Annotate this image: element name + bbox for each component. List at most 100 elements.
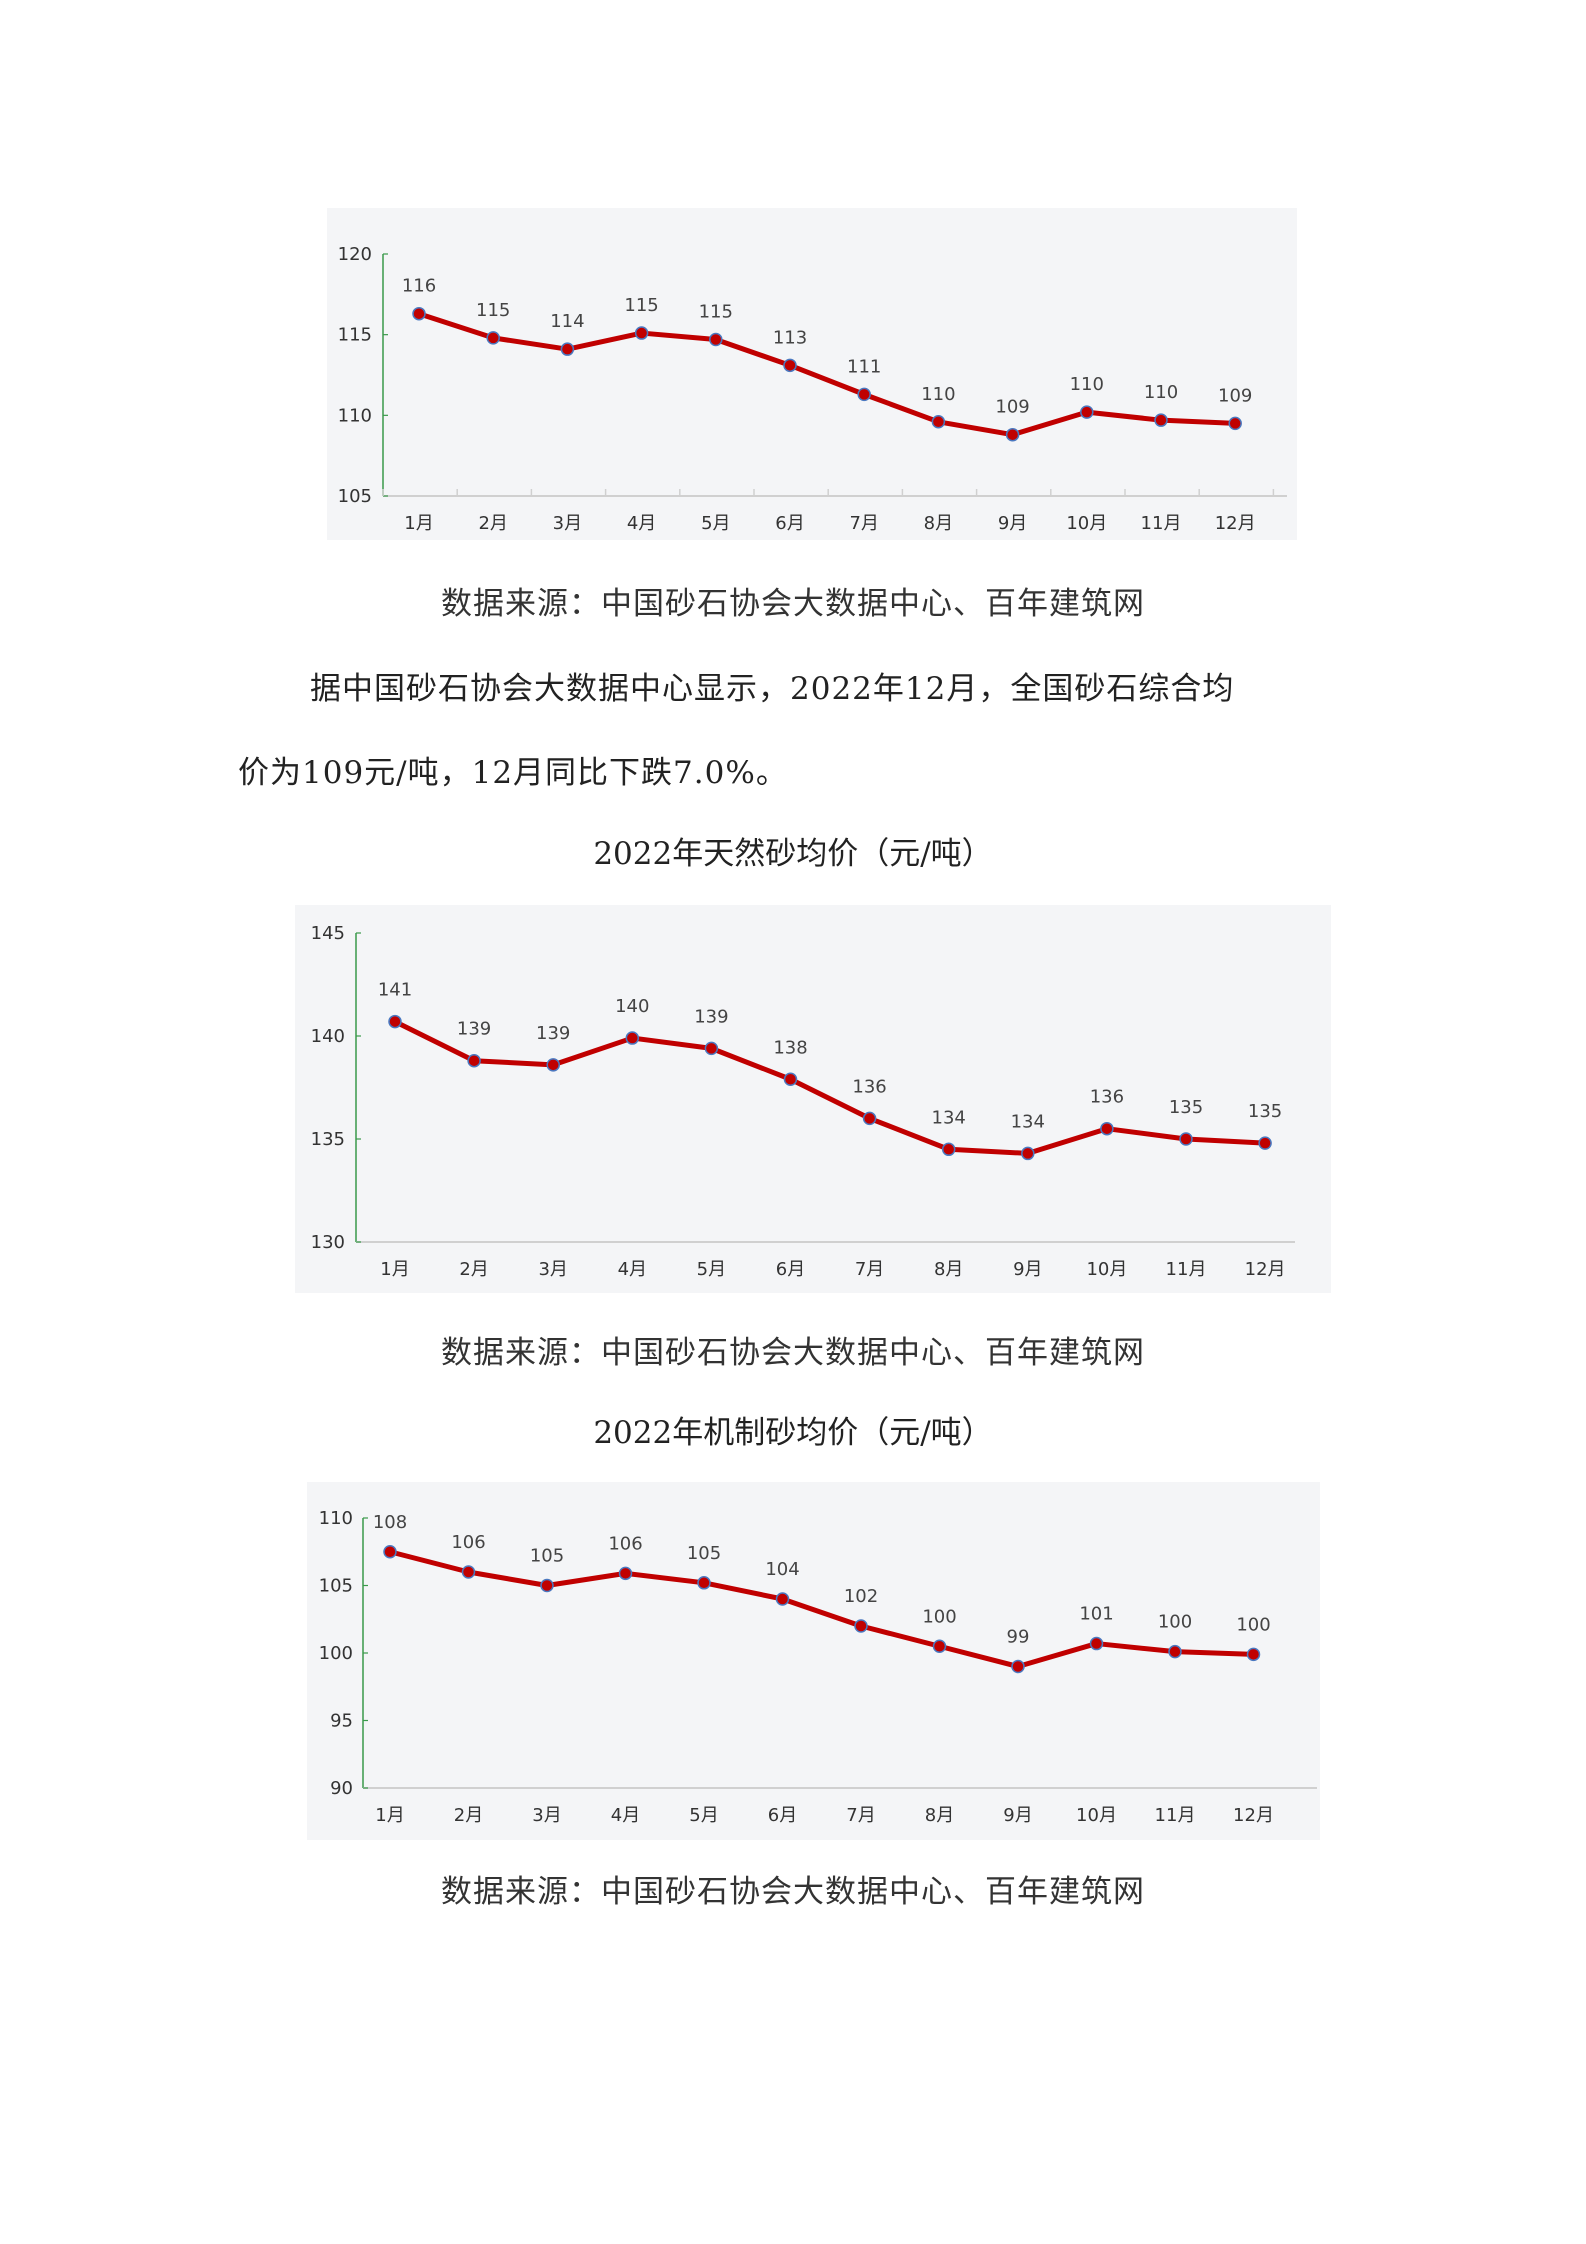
y-tick-label: 135: [311, 1129, 345, 1150]
data-point: [1089, 1636, 1104, 1651]
data-label: 115: [699, 302, 733, 323]
x-tick-label: 5月: [689, 1805, 718, 1826]
x-tick-label: 6月: [775, 513, 804, 534]
y-tick-label: 90: [330, 1778, 353, 1799]
data-point: [1080, 405, 1094, 419]
data-label: 109: [1218, 385, 1252, 406]
data-label: 139: [694, 1006, 728, 1027]
y-tick-label: 140: [311, 1026, 345, 1047]
data-point: [1179, 1132, 1193, 1146]
data-label: 134: [932, 1107, 966, 1128]
series-line: [389, 1549, 1254, 1669]
x-tick-label: 8月: [925, 1805, 954, 1826]
x-tick-label: 4月: [627, 513, 656, 534]
x-tick-label: 3月: [553, 513, 582, 534]
x-tick-label: 9月: [1003, 1805, 1032, 1826]
chart3-title: 2022年机制砂均价（元/吨）: [593, 1415, 993, 1451]
x-tick-label: 2月: [454, 1805, 483, 1826]
y-tick-label: 105: [338, 486, 372, 507]
data-point: [704, 1041, 719, 1056]
data-point: [540, 1578, 554, 1593]
x-tick-label: 2月: [478, 513, 507, 534]
data-label: 134: [1011, 1111, 1045, 1132]
data-label: 106: [451, 1532, 485, 1553]
chart2-title: 2022年天然砂均价（元/吨）: [593, 836, 993, 872]
data-point: [412, 306, 426, 321]
data-point: [1246, 1647, 1261, 1662]
data-label: 116: [402, 276, 436, 297]
y-tick-label: 145: [311, 923, 345, 944]
data-point: [1005, 427, 1020, 442]
x-tick-label: 3月: [532, 1805, 561, 1826]
x-tick-label: 11月: [1166, 1259, 1207, 1280]
x-tick-label: 5月: [697, 1259, 726, 1280]
data-point: [697, 1576, 711, 1590]
x-tick-label: 12月: [1233, 1805, 1274, 1826]
data-point: [862, 1111, 877, 1126]
x-tick-label: 7月: [849, 513, 878, 534]
data-label: 136: [1090, 1087, 1124, 1108]
data-point: [775, 1592, 790, 1606]
data-point: [1011, 1659, 1025, 1674]
series-line: [393, 1019, 1266, 1156]
data-label: 140: [615, 996, 649, 1017]
data-label: 105: [530, 1546, 564, 1567]
data-label: 136: [852, 1076, 886, 1097]
data-label: 114: [550, 311, 584, 332]
x-tick-label: 11月: [1141, 513, 1182, 534]
x-tick-label: 9月: [1013, 1259, 1042, 1280]
chart-composite-price: 105 110 115 120 1月 2月 3月 4月 5月 6月 7月 8月 9月 10月 11月 12月 1…: [327, 208, 1297, 540]
x-tick-label: 2月: [459, 1259, 488, 1280]
data-label: 135: [1248, 1101, 1282, 1122]
data-point: [857, 387, 871, 402]
data-point: [388, 1014, 402, 1029]
data-label: 135: [1169, 1097, 1203, 1118]
data-label: 138: [773, 1037, 807, 1058]
data-label: 102: [844, 1586, 878, 1607]
data-point: [1168, 1644, 1182, 1659]
y-tick-label: 110: [338, 405, 372, 426]
y-tick-label: 120: [338, 244, 372, 265]
chart3-source: 数据来源：中国砂石协会大数据中心、百年建筑网: [441, 1874, 1145, 1910]
x-tick-label: 9月: [998, 513, 1027, 534]
data-label: 104: [765, 1559, 799, 1580]
x-tick-label: 10月: [1086, 1259, 1127, 1280]
data-point: [486, 331, 500, 345]
x-tick-label: 12月: [1215, 513, 1256, 534]
data-label: 141: [378, 980, 412, 1001]
chart-natural-sand-price: 130 135 140 145 1月 2月 3月 4月 5月 6月 7月 8月 9月 10月 11月 12月 1…: [295, 905, 1331, 1293]
data-label: 109: [995, 397, 1029, 418]
data-point: [467, 1053, 481, 1068]
data-label: 108: [373, 1512, 407, 1533]
data-label: 110: [921, 384, 955, 405]
data-point: [461, 1565, 476, 1579]
x-tick-label: 10月: [1076, 1805, 1117, 1826]
paragraph-line-2: 价为109元/吨，12月同比下跌7.0%。: [238, 755, 788, 791]
data-label: 113: [773, 327, 807, 348]
data-label: 111: [847, 356, 881, 377]
data-label: 115: [476, 300, 510, 321]
data-point: [1021, 1146, 1035, 1161]
data-label: 110: [1144, 382, 1178, 403]
data-label: 139: [457, 1019, 491, 1040]
x-tick-label: 11月: [1155, 1805, 1196, 1826]
data-label: 115: [624, 295, 658, 316]
x-tick-label: 1月: [380, 1259, 409, 1280]
data-label: 100: [922, 1606, 956, 1627]
y-tick-label: 100: [319, 1643, 353, 1664]
data-label: 105: [687, 1543, 721, 1564]
data-point: [1228, 416, 1242, 431]
x-tick-label: 4月: [611, 1805, 640, 1826]
line-chart-natural-sand: 130 135 140 145 1月 2月 3月 4月 5月 6月 7月 8月 9月 10月 11月 12月 1…: [311, 923, 1295, 1280]
data-point: [854, 1619, 868, 1633]
x-tick-label: 8月: [934, 1259, 963, 1280]
chart2-source: 数据来源：中国砂石协会大数据中心、百年建筑网: [441, 1335, 1145, 1371]
data-point: [783, 1072, 798, 1087]
x-tick-label: 3月: [538, 1259, 567, 1280]
x-tick-label: 5月: [701, 513, 730, 534]
data-point: [709, 332, 723, 347]
data-point: [625, 1031, 640, 1045]
x-tick-label: 4月: [618, 1259, 647, 1280]
data-point: [560, 342, 575, 356]
x-tick-label: 8月: [924, 513, 953, 534]
